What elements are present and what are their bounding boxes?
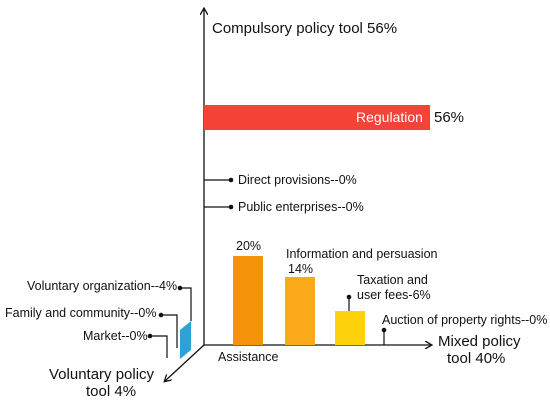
family-label: Family and community--0% <box>5 306 156 320</box>
voluntary-org-dot <box>177 285 183 291</box>
bar-regulation <box>204 105 430 130</box>
x-axis-label-line1: Mixed policy <box>438 333 521 350</box>
auction-dot <box>381 327 387 333</box>
taxation-label-line1: Taxation and <box>357 273 428 287</box>
z-axis-label-line2: tool 4% <box>86 383 136 400</box>
market-label: Market--0% <box>83 329 148 343</box>
taxation-label-line2: user fees-6% <box>357 288 431 302</box>
bar-voluntary <box>180 321 191 359</box>
bar-information <box>285 277 315 345</box>
family-leader <box>161 314 178 348</box>
information-value: 14% <box>288 262 313 276</box>
public-enterprises-dot <box>228 204 234 210</box>
public-enterprises-label: Public enterprises--0% <box>238 200 364 214</box>
x-axis-label-line2: tool 40% <box>447 350 505 367</box>
information-label: Information and persuasion <box>286 247 438 261</box>
z-axis <box>165 344 205 381</box>
bar-taxation <box>335 311 365 345</box>
direct-provisions-dot <box>228 177 234 183</box>
voluntary-org-label: Voluntary organization--4% <box>27 279 177 293</box>
regulation-value: 56% <box>434 109 464 126</box>
market-leader <box>150 335 168 358</box>
auction-label: Auction of property rights--0% <box>382 313 547 327</box>
regulation-label: Regulation <box>356 109 423 125</box>
z-axis-label-line1: Voluntary policy <box>49 366 155 383</box>
assistance-value: 20% <box>236 239 261 253</box>
family-dot <box>158 312 164 318</box>
direct-provisions-label: Direct provisions--0% <box>238 173 357 187</box>
assistance-label: Assistance <box>218 350 278 364</box>
y-axis-label: Compulsory policy tool 56% <box>212 20 397 37</box>
bar-assistance <box>233 256 263 345</box>
market-dot <box>147 333 153 339</box>
taxation-dot <box>346 294 352 300</box>
voluntary-org-leader <box>180 287 192 321</box>
